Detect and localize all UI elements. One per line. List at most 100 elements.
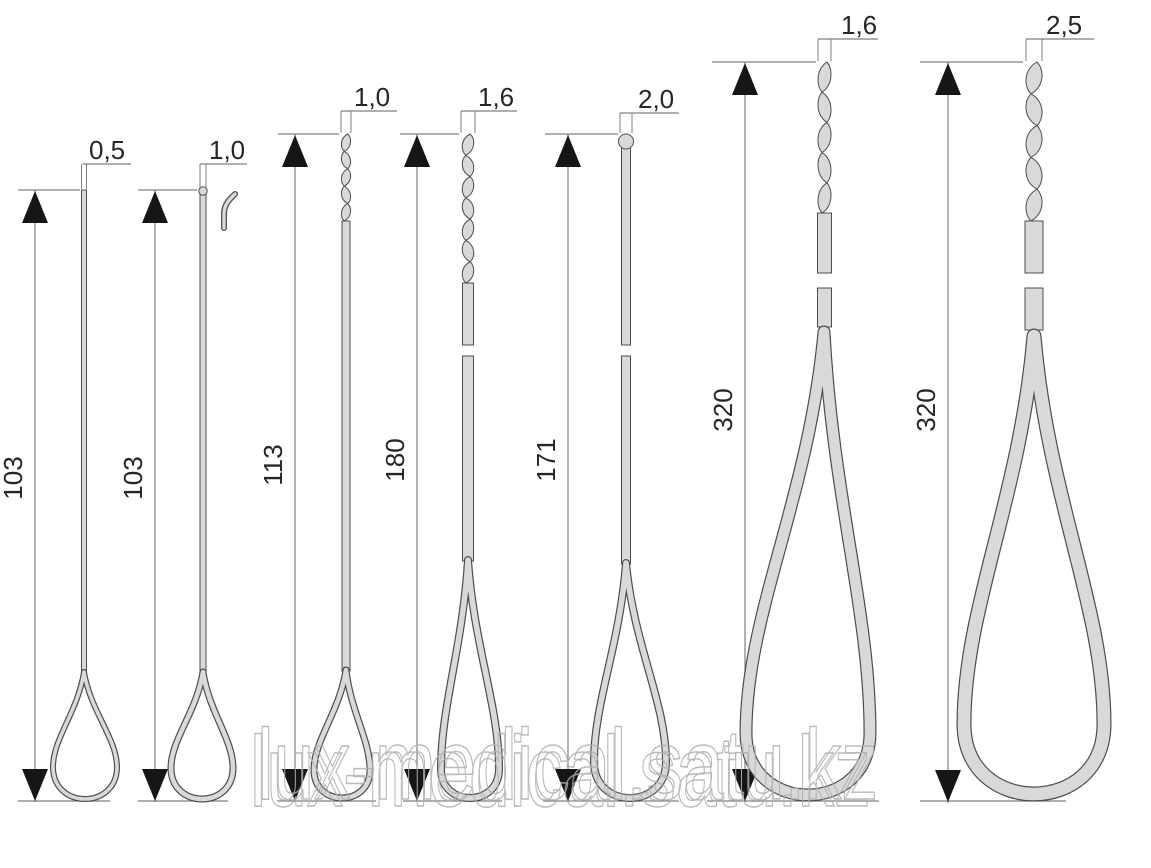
twisted-wire-bead [461,175,475,199]
diameter-label: 2,5 [1046,10,1082,40]
instrument-body [956,61,1112,802]
length-dimension: 320 [707,61,879,802]
shaft-segment [621,355,631,565]
shaft-segment [1024,220,1044,274]
twisted-wire-bead [461,154,475,178]
arrow-down-icon [732,769,758,801]
diameter-label: 1,6 [478,82,514,112]
arrow-up-icon [142,191,168,223]
ball-tip [198,186,208,196]
twisted-wire-bead [461,133,475,156]
length-label: 320 [708,388,738,431]
twisted-wire-bead [340,185,352,205]
diameter-dimension: 2,5 [1025,10,1094,61]
twisted-wire-bead [1025,188,1043,222]
twisted-wire-bead [461,239,475,263]
length-dimension: 113 [258,133,376,802]
diameter-label: 1,0 [209,135,245,165]
arrow-up-icon [555,135,581,167]
diameter-dimension: 0,5 [81,135,131,189]
length-label: 171 [531,438,561,481]
instrument-body [310,133,374,802]
twisted-wire-bead [461,261,475,284]
twisted-wire-bead [340,133,352,153]
twisted-wire-bead [817,182,832,214]
twisted-wire-bead [461,197,475,220]
shaft-segment [462,355,474,562]
ball-tip [618,133,634,150]
arrow-down-icon [22,769,48,801]
arrow-up-icon [935,63,961,95]
watermark-text-shadow: lux-medical.satu.kz [257,709,878,821]
length-dimension: 171 [531,133,679,802]
diameter-dimension: 1,0 [199,135,247,187]
instrument-loop-0-5: 103 0,5 [0,135,131,802]
diameter-label: 2,0 [638,84,674,114]
arrow-up-icon [404,135,430,167]
twisted-wire-bead [1025,124,1043,159]
loop-tube [168,669,236,802]
shaft-segment [817,212,832,274]
loop-tube [591,560,669,801]
twisted-wire-bead [817,61,832,93]
instrument-loop-1-0-ball: 103 1,0 [118,135,247,803]
shaft-segment [1024,287,1044,331]
length-dimension: 103 [0,189,110,802]
shaft-segment [341,220,351,672]
twisted-wire-bead [1025,156,1043,190]
twisted-wire-bead [817,151,832,184]
diameter-label: 0,5 [89,135,125,165]
length-label: 180 [380,438,410,481]
shaft-segment [621,146,631,346]
length-dimension: 103 [118,189,228,802]
instrument-body [590,133,670,802]
arrow-up-icon [282,135,308,167]
arrow-down-icon [935,770,961,802]
diameter-dimension: 2,0 [619,84,679,133]
length-dimension: 180 [380,133,502,802]
length-label: 320 [911,388,941,431]
instrument-loop-1-6-large: 320 1,6 [707,10,879,802]
instrument-body [167,186,238,803]
twisted-wire-bead [461,218,475,242]
shaft-segment [81,189,87,674]
instrument-loop-1-6-twisted: 180 1,6 [380,82,517,802]
twisted-wire-bead [817,91,832,124]
length-dimension: 320 [911,61,1066,803]
instrument-body [437,133,503,802]
shaft-segment [817,287,832,328]
instrument-body [50,189,120,802]
instrument-body [739,61,877,802]
diameter-dimension: 1,6 [460,82,517,133]
loop-tube [740,326,876,801]
shaft-segment [199,193,207,674]
shaft-segment [462,282,474,346]
diameter-dimension: 1,0 [340,82,397,133]
length-label: 113 [258,444,288,485]
loop-tube [438,557,502,801]
loop-tube [51,670,119,801]
twisted-wire-bead [340,150,352,170]
arrow-down-icon [404,769,430,801]
instrument-loop-2-5-large: 320 2,5 [911,10,1112,803]
twisted-wire-bead [1025,93,1043,127]
diameter-label: 1,6 [841,10,877,40]
twisted-wire-bead [817,121,832,154]
length-label: 103 [0,456,28,499]
watermark-text: lux-medical.satu.kz [250,716,871,828]
twisted-wire-bead [340,202,352,222]
twisted-wire-bead [340,168,352,187]
twisted-wire-bead [1025,61,1043,95]
arrow-down-icon [142,769,168,801]
arrow-down-icon [282,769,308,801]
arrow-down-icon [555,769,581,801]
arrow-up-icon [22,191,48,223]
instrument-loop-1-0-twisted: 113 1,0 [258,82,397,802]
instrument-loop-2-0-ball: 171 2,0 [531,84,679,802]
bent-tip-fragment-fill [222,192,237,230]
loop-tube [311,667,373,801]
diameter-dimension: 1,6 [817,10,878,61]
